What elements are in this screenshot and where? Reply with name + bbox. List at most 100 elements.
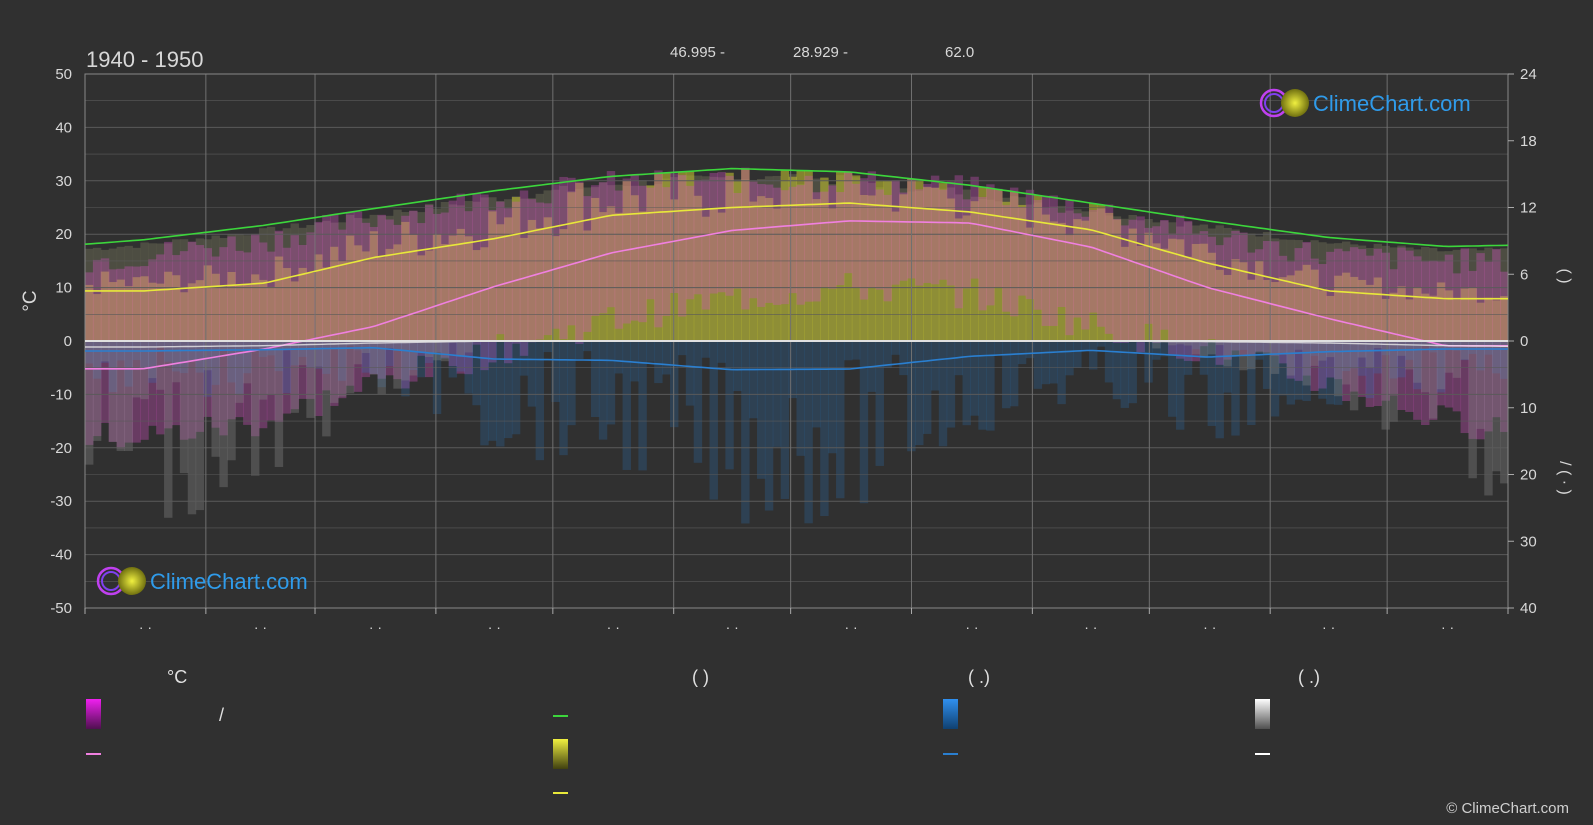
sunshine-bar: [717, 212, 726, 341]
temperature-range-bar: [417, 223, 426, 356]
y-right-upper-label: ( ): [1556, 268, 1573, 283]
temperature-range-bar: [85, 272, 94, 445]
y-left-tick-label: 30: [55, 173, 72, 190]
rain-bar: [551, 341, 560, 402]
snow-bar: [440, 341, 450, 362]
sunshine-bar: [1096, 204, 1106, 341]
temperature-range-bar: [496, 201, 505, 335]
temperature-range-bar: [282, 247, 292, 414]
snow-bar: [203, 341, 212, 371]
temperature-range-bar: [314, 221, 323, 416]
rain-bar: [464, 341, 473, 394]
temperature-range-bar: [1215, 245, 1224, 365]
sunshine-bar: [1365, 284, 1375, 341]
sunshine-bar: [243, 284, 252, 341]
temperature-range-bar: [472, 193, 481, 345]
rain-bar: [1436, 341, 1446, 393]
rain-bar: [472, 341, 481, 406]
y-left-axis-label: °C: [20, 290, 41, 311]
rain-bar: [1199, 341, 1209, 375]
sunshine-bar: [954, 218, 964, 341]
rain-bar: [1120, 341, 1130, 408]
rain-bar: [567, 341, 576, 426]
sunshine-bar: [614, 212, 624, 341]
sunshine-bar: [1128, 228, 1137, 341]
rain-bar: [1326, 341, 1335, 405]
snow-bar: [1436, 341, 1446, 390]
temperature-range-bar: [337, 229, 347, 399]
temperature-range-bar: [1223, 237, 1232, 360]
temperature-range-bar: [1318, 264, 1327, 389]
temperature-range-bar: [1175, 215, 1185, 359]
rain-bar: [630, 341, 639, 382]
temperature-range-bar: [915, 189, 924, 286]
snow-bar: [353, 341, 363, 365]
y-left-tick-label: -30: [50, 493, 72, 510]
rain-bar: [282, 341, 292, 394]
temperature-range-bar: [606, 171, 616, 308]
snow-bar: [322, 341, 331, 437]
temperature-range-bar: [1128, 219, 1137, 342]
rain-bar: [503, 341, 513, 439]
snow-bar: [369, 341, 379, 375]
temperature-mean-line: [85, 220, 1508, 370]
rain-bar: [733, 341, 742, 392]
snow-bar: [432, 341, 442, 361]
rain-bar: [519, 341, 529, 376]
sunshine-bar: [1349, 276, 1359, 341]
rain-bar: [1397, 341, 1406, 378]
rain-bar: [409, 341, 418, 371]
sunshine-bar: [772, 208, 782, 341]
rain-bar: [1476, 341, 1485, 371]
snow-bar: [1231, 341, 1240, 357]
snow-bar: [306, 341, 315, 418]
rain-bar: [432, 341, 442, 415]
rain-bar: [1492, 341, 1501, 374]
rain-bar: [306, 341, 315, 368]
rain-bar: [1255, 341, 1264, 360]
sunshine-bar: [756, 196, 766, 341]
sunshine-bar: [598, 212, 608, 341]
sunshine-bar: [503, 217, 513, 341]
rain-bar: [1294, 341, 1303, 400]
daylight-line: [84, 167, 1509, 248]
temperature-range-bar: [899, 192, 908, 281]
rain-bar: [1334, 341, 1343, 405]
sunshine-bar: [1144, 232, 1153, 341]
temperature-range-bar: [1500, 271, 1509, 432]
sunshine-bar: [630, 195, 639, 341]
sunshine-bar: [1017, 204, 1027, 341]
temperature-range-bar: [132, 266, 141, 443]
rain-bar: [1421, 341, 1430, 347]
temperature-range-bar: [614, 190, 624, 329]
temperature-range-bar: [519, 190, 529, 356]
rain-bar: [1207, 341, 1216, 426]
rain-bar: [488, 341, 497, 441]
y-left-tick-label: -20: [50, 440, 72, 457]
temperature-range-bar: [1326, 251, 1335, 378]
sunshine-bar: [132, 277, 141, 341]
snow-bar: [274, 341, 284, 467]
rain-bar: [1500, 341, 1509, 379]
sunshine-bar: [1421, 293, 1430, 341]
sunshine-bar: [1223, 274, 1232, 341]
rain-bar: [559, 341, 568, 456]
temperature-range-bar: [922, 183, 932, 283]
precipitation-area: [85, 341, 1509, 524]
rain-bar: [1468, 341, 1477, 354]
temperature-range-bar: [875, 189, 884, 290]
rain-bar: [1270, 341, 1280, 417]
sunshine-bar: [440, 244, 450, 341]
snow-bar: [393, 341, 402, 389]
sunshine-bar: [1025, 227, 1035, 341]
snow-bar: [1405, 341, 1414, 370]
temperature-range-bar: [361, 222, 371, 378]
rain-bar: [583, 341, 592, 352]
temperature-range-bar: [1025, 189, 1035, 300]
rain-bar: [1112, 341, 1122, 400]
legend-sun-header: ( ): [692, 667, 709, 687]
rain-bar: [361, 341, 371, 373]
temperature-range-bar: [164, 241, 173, 429]
temperature-range-bar: [1389, 269, 1398, 396]
sunshine-bar: [282, 268, 292, 341]
